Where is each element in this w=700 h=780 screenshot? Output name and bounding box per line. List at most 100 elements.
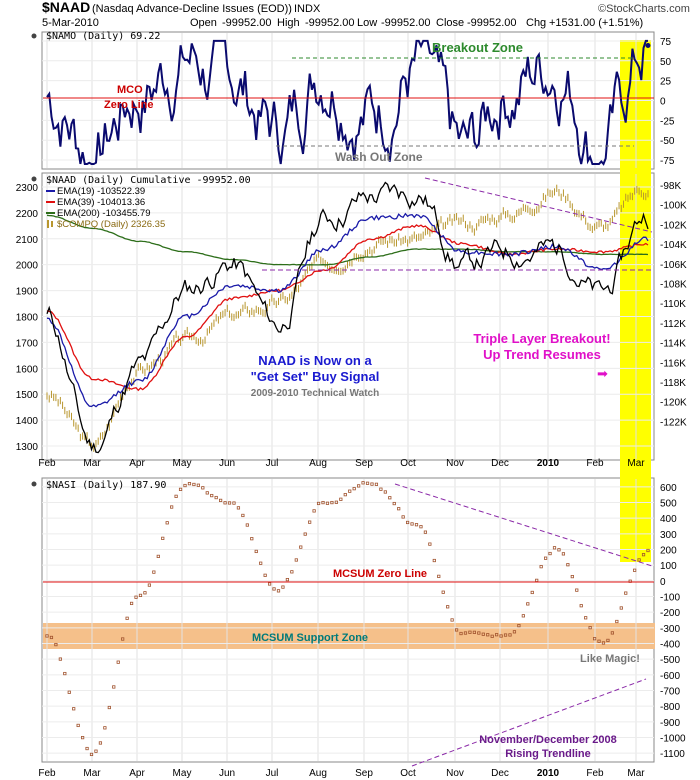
axis-layer: Feb Feb Mar Mar Apr Apr May May Jun Jun Jul Jul Aug A… <box>16 37 687 779</box>
nasi-point <box>521 614 525 618</box>
nasi-point <box>103 726 107 730</box>
trendline-label-line2: Rising Trendline <box>505 748 591 760</box>
nasi-point <box>285 578 290 582</box>
signal-annotation-line2: "Get Set" Buy Signal <box>251 369 380 384</box>
panel-nasi-label: $NASI (Daily) 187.90 <box>46 480 166 491</box>
nasi-point <box>147 583 151 587</box>
namo-tick-3: 0 <box>660 97 666 108</box>
nasi-tick-1: 500 <box>660 499 677 510</box>
close-value: -99952.00 <box>467 17 517 29</box>
nasi-point <box>348 489 352 493</box>
month-label-bottom-3: May <box>173 768 192 779</box>
nasi-point <box>388 496 392 500</box>
month-label-bottom-2: Apr <box>129 768 145 779</box>
nasi-point <box>401 515 405 519</box>
nasi-point <box>495 633 499 637</box>
nasi-point <box>410 522 414 526</box>
naad-left-tick-3: 2000 <box>16 261 39 272</box>
nasi-point <box>379 487 383 491</box>
nasi-point <box>267 582 272 586</box>
naad-right-tick-7: -112K <box>660 319 686 330</box>
ema200-line <box>46 214 649 266</box>
naad-left-tick-6: 1700 <box>16 338 39 349</box>
nasi-point <box>370 482 374 486</box>
nasi-point <box>85 746 89 751</box>
month-label-mid-11: 2010 <box>537 458 560 469</box>
panel-nasi-bullet-icon <box>31 481 37 487</box>
nasi-tick-17: -1100 <box>660 749 685 760</box>
nasi-point <box>646 548 650 553</box>
naad-right-tick-1: -100K <box>660 201 687 212</box>
breakout-zone-label: Breakout Zone <box>432 40 523 55</box>
month-label-bottom-7: Sep <box>355 768 373 779</box>
month-label-bottom-0: Feb <box>38 768 56 779</box>
nasi-tick-6: 0 <box>660 577 666 588</box>
nasi-dots <box>45 481 650 757</box>
nasi-point <box>397 507 401 511</box>
naad-left-tick-8: 1500 <box>16 390 39 401</box>
open-value: -99952.00 <box>222 17 272 29</box>
ema19-line <box>46 212 649 408</box>
month-label-bottom-4: Jun <box>219 768 235 779</box>
legend-label-2: EMA(200) -103455.79 <box>57 208 150 219</box>
nasi-point <box>312 509 316 513</box>
mco-label: MCO <box>117 84 143 96</box>
naad-right-tick-10: -118K <box>660 378 686 389</box>
nasi-point <box>259 561 263 565</box>
mcsum-zero-line-label: MCSUM Zero Line <box>333 568 427 580</box>
nasi-tick-15: -900 <box>660 718 680 729</box>
high-value: -99952.00 <box>305 17 355 29</box>
naad-right-tick-5: -108K <box>660 280 687 291</box>
month-label-bottom-13: Mar <box>627 768 645 779</box>
month-label-bottom-6: Aug <box>309 768 327 779</box>
nasi-point <box>165 521 169 525</box>
naad-resistance-trendline <box>424 177 653 233</box>
nasi-point <box>156 554 160 558</box>
nasi-point <box>290 570 294 574</box>
nasi-point <box>281 585 285 589</box>
nasi-point <box>134 595 138 599</box>
nasi-point <box>321 500 325 505</box>
namo-tick-1: 50 <box>660 57 672 68</box>
nasi-point <box>183 483 187 488</box>
naad-left-tick-1: 2200 <box>16 209 39 220</box>
nasi-point <box>588 626 592 630</box>
nasi-tick-9: -300 <box>660 624 680 635</box>
nasi-point <box>343 493 347 497</box>
nasi-point <box>544 556 548 560</box>
nasi-point <box>276 589 281 593</box>
nasi-point <box>210 493 214 498</box>
nasi-point <box>499 634 503 638</box>
nasi-point <box>365 481 370 485</box>
nasi-point <box>552 546 557 550</box>
nasi-point <box>241 513 245 518</box>
breakout-annotation-line1: Triple Layer Breakout! <box>473 331 610 346</box>
nasi-tick-12: -600 <box>660 671 680 682</box>
nasi-point <box>503 633 508 637</box>
nasi-point <box>508 633 512 637</box>
nasi-point <box>584 616 588 620</box>
header: $NAAD (Nasdaq Advance-Decline Issues (EO… <box>42 0 690 29</box>
namo-tick-5: -50 <box>660 136 675 147</box>
nasi-point <box>214 495 218 500</box>
nasi-point <box>223 501 227 505</box>
nasi-point <box>121 637 125 641</box>
month-label-bottom-5: Jul <box>266 768 279 779</box>
low-label: Low <box>357 17 377 29</box>
breakout-annotation-line2: Up Trend Resumes <box>483 347 601 362</box>
namo-last-point <box>645 43 651 49</box>
nasi-point <box>597 639 601 643</box>
month-label-mid-6: Aug <box>309 458 327 469</box>
nasi-tick-2: 400 <box>660 514 677 525</box>
trendline-label-line1: November/December 2008 <box>479 734 617 746</box>
naad-left-tick-7: 1600 <box>16 364 39 375</box>
month-label-mid-4: Jun <box>219 458 235 469</box>
nasi-point <box>637 558 641 562</box>
close-label: Close <box>436 17 464 29</box>
nasi-tick-10: -400 <box>660 640 680 651</box>
symbol-title: $NAAD <box>42 0 90 15</box>
naad-cumulative-line <box>46 181 649 454</box>
nasi-point <box>414 523 419 527</box>
nasi-point <box>294 558 298 562</box>
nasi-point <box>81 736 85 740</box>
